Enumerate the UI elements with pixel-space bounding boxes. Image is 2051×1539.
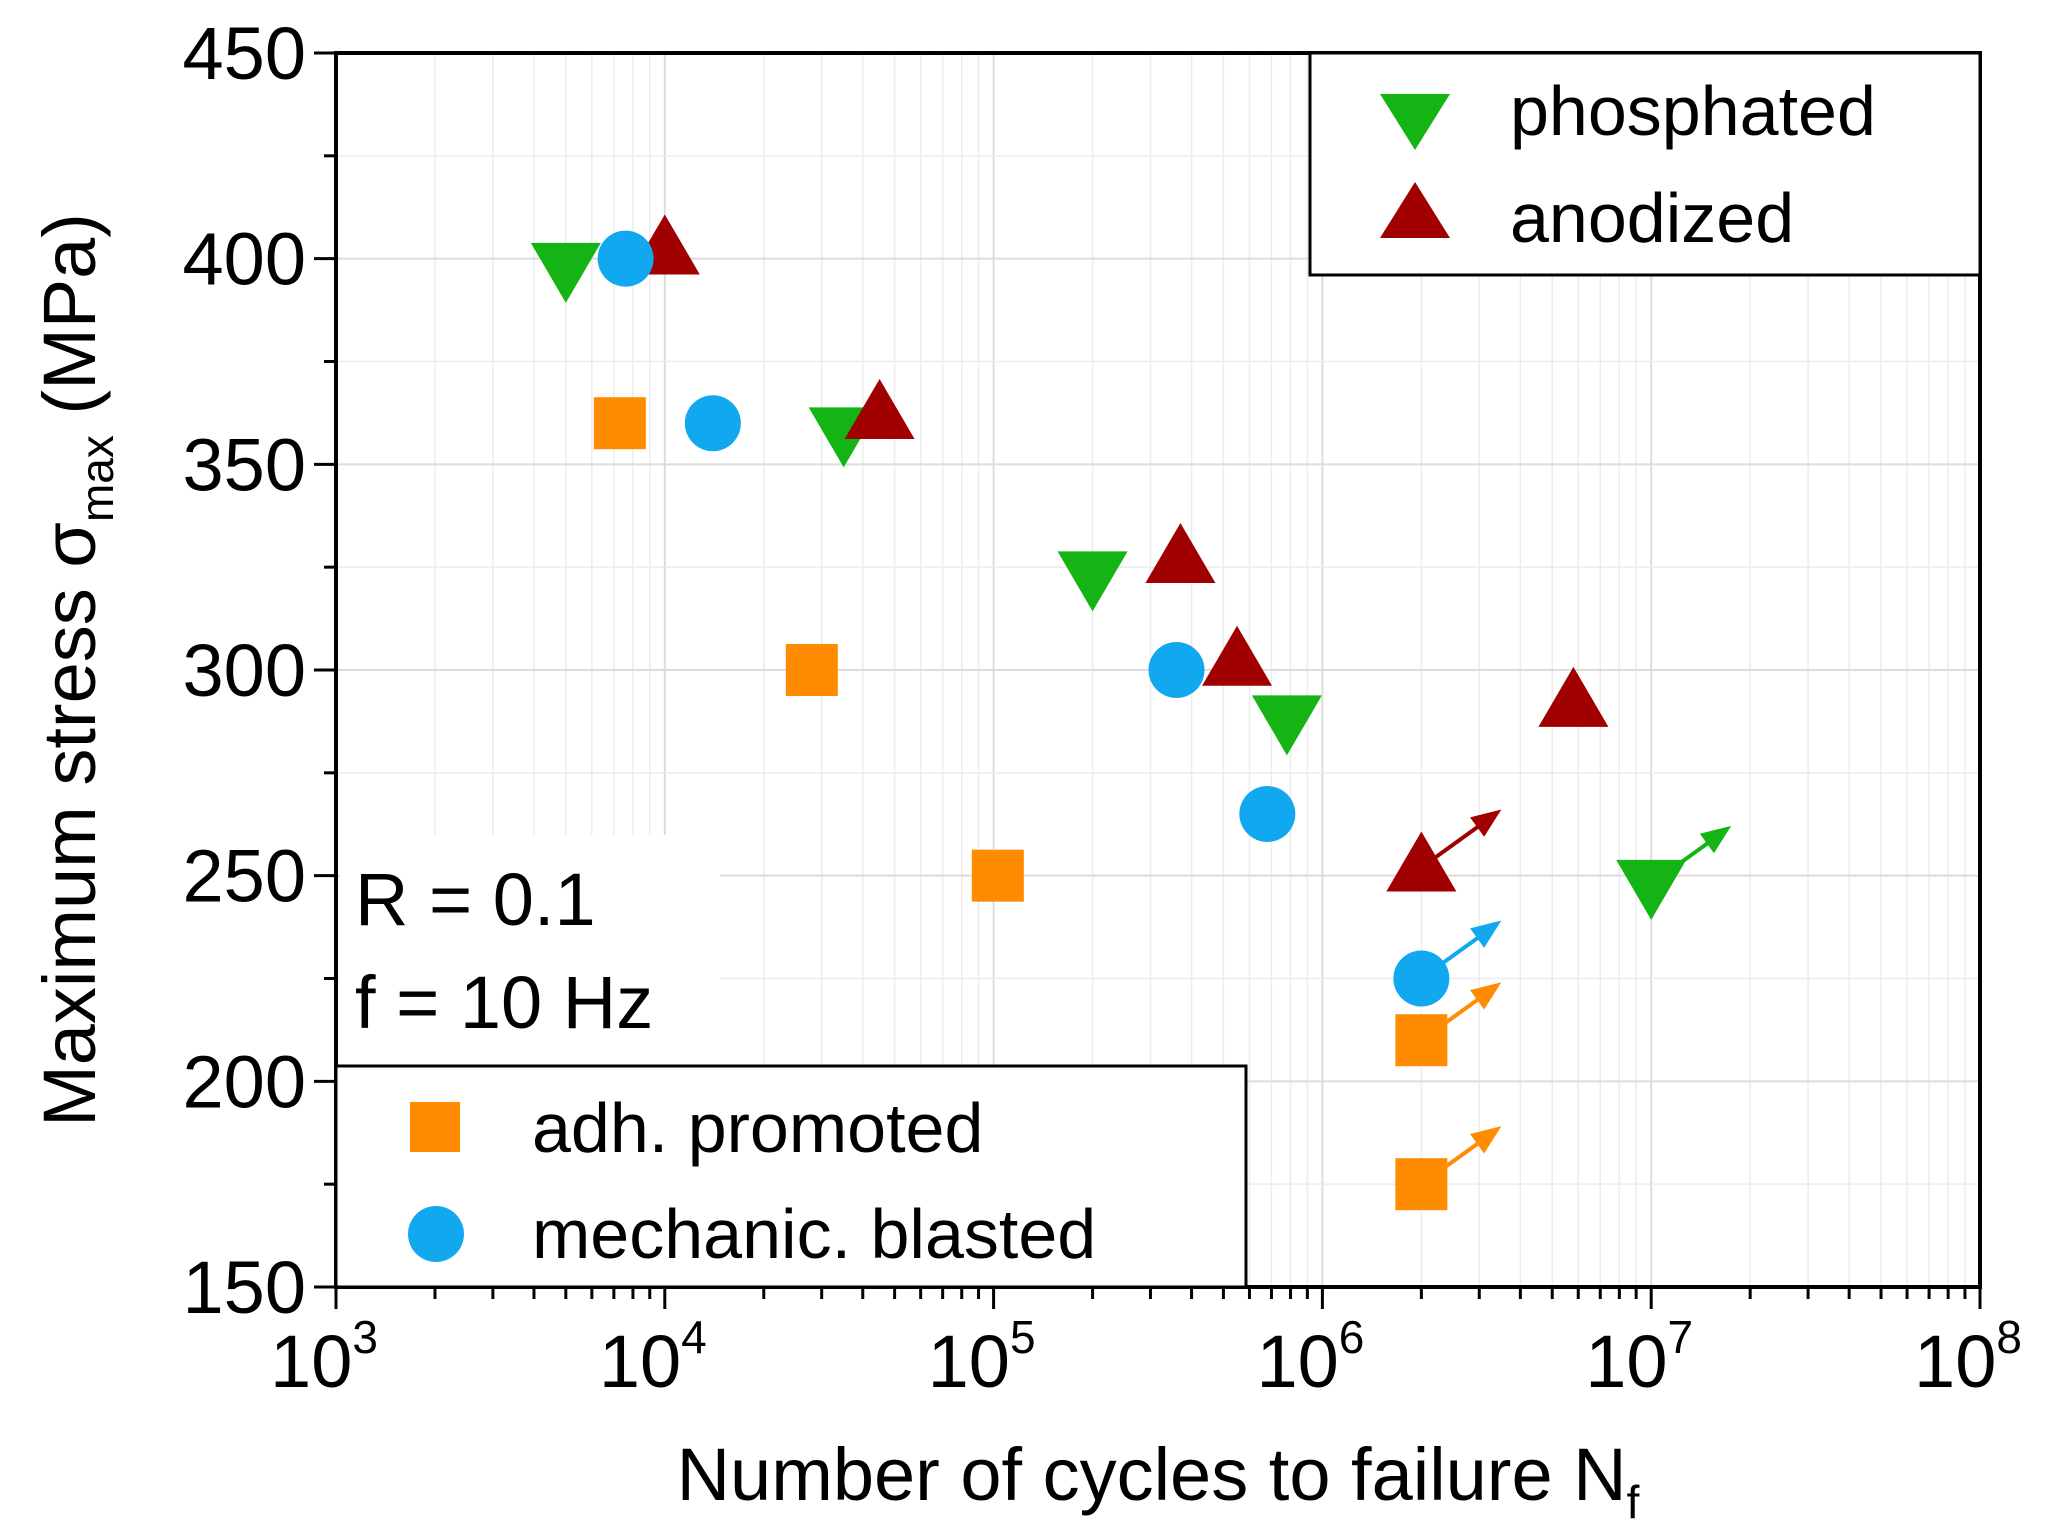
data-point-square [1395, 1014, 1448, 1067]
legend-mechanic-blasted-label: mechanic. blasted [532, 1195, 1096, 1273]
y-tick-label: 400 [183, 218, 306, 301]
x-tick-label: 108 [1914, 1311, 2022, 1403]
data-point-square [971, 849, 1024, 902]
y-axis-title-unit: (MPa) [28, 213, 111, 414]
data-point-circle [1239, 785, 1296, 842]
annotation-r-ratio: R = 0.1 [355, 858, 596, 941]
legend-bottom-left-box [334, 1064, 1248, 1289]
y-tick-label: 300 [183, 629, 306, 712]
x-tick-exponent: 3 [352, 1311, 378, 1363]
runout-arrow-head [1699, 825, 1732, 854]
y-axis-title-main: Maximum stress σ [28, 522, 111, 1127]
annotation-box [340, 835, 720, 1065]
x-tick-exponent: 5 [1010, 1311, 1036, 1363]
data-point-triangle-down [530, 242, 601, 303]
y-tick-label: 450 [183, 12, 306, 95]
data-point-triangle-up [1386, 831, 1457, 892]
legend-phosphated-label: phosphated [1510, 72, 1876, 150]
data-point-triangle-down [1057, 551, 1128, 612]
y-axis-title-unit-space [28, 415, 111, 436]
runout-arrow-head [1470, 1126, 1502, 1154]
x-tick-label: 104 [599, 1311, 707, 1403]
x-tick-exponent: 7 [1668, 1311, 1694, 1363]
data-point-triangle-down [1616, 859, 1687, 920]
x-tick-base: 10 [599, 1320, 681, 1403]
y-tick-label: 150 [183, 1246, 306, 1329]
x-tick-base: 10 [1256, 1320, 1338, 1403]
legend-anodized-marker [1380, 182, 1450, 238]
y-tick-label: 350 [183, 423, 306, 506]
legend-adh-promoted-label: adh. promoted [532, 1089, 983, 1167]
data-point-triangle-up [1145, 522, 1216, 583]
runout-arrow-head [1470, 920, 1502, 948]
legend-mechanic-blasted-marker [408, 1206, 464, 1262]
data-point-circle [597, 230, 654, 287]
data-point-circle [1393, 950, 1450, 1007]
x-tick-exponent: 4 [681, 1311, 707, 1363]
legend-bottom-left: adh. promoted mechanic. blasted [334, 1064, 1248, 1289]
x-tick-label: 105 [928, 1311, 1036, 1403]
data-point-square [1395, 1158, 1448, 1211]
x-tick-exponent: 6 [1339, 1311, 1365, 1363]
data-point-triangle-up [1202, 625, 1273, 686]
x-tick-label: 106 [1256, 1311, 1364, 1403]
x-axis-title: Number of cycles to failure Nf [677, 1433, 1640, 1528]
annotation-frequency: f = 10 Hz [355, 961, 653, 1044]
data-point-triangle-down [1251, 695, 1322, 756]
y-tick-label: 200 [183, 1040, 306, 1123]
x-tick-base: 10 [928, 1320, 1010, 1403]
data-point-triangle-up [844, 378, 915, 439]
y-tick-label: 250 [183, 835, 306, 918]
x-axis-title-sub: f [1627, 1476, 1640, 1528]
data-point-circle [684, 395, 741, 452]
data-points [530, 214, 1732, 1211]
x-tick-base: 10 [270, 1320, 352, 1403]
runout-arrow-head [1470, 809, 1502, 837]
data-point-square [593, 397, 646, 450]
y-axis-title-sub: max [71, 435, 123, 522]
x-tick-exponent: 8 [1996, 1311, 2022, 1363]
data-point-triangle-up [1538, 666, 1609, 727]
x-axis-title-main: Number of cycles to failure N [677, 1433, 1627, 1516]
x-tick-base: 10 [1585, 1320, 1667, 1403]
legend-top-right: phosphated anodized [1308, 51, 1982, 277]
legend-adh-promoted-marker [410, 1102, 460, 1152]
x-tick-base: 10 [1914, 1320, 1996, 1403]
legend-anodized-label: anodized [1510, 179, 1794, 257]
x-tick-label: 103 [270, 1311, 378, 1403]
data-point-square [785, 644, 838, 696]
data-point-circle [1148, 642, 1205, 698]
y-axis-title: Maximum stress σmax (MPa) [28, 213, 123, 1127]
runout-arrow-head [1470, 982, 1502, 1010]
legend-phosphated-marker [1380, 94, 1450, 150]
x-tick-label: 107 [1585, 1311, 1693, 1403]
